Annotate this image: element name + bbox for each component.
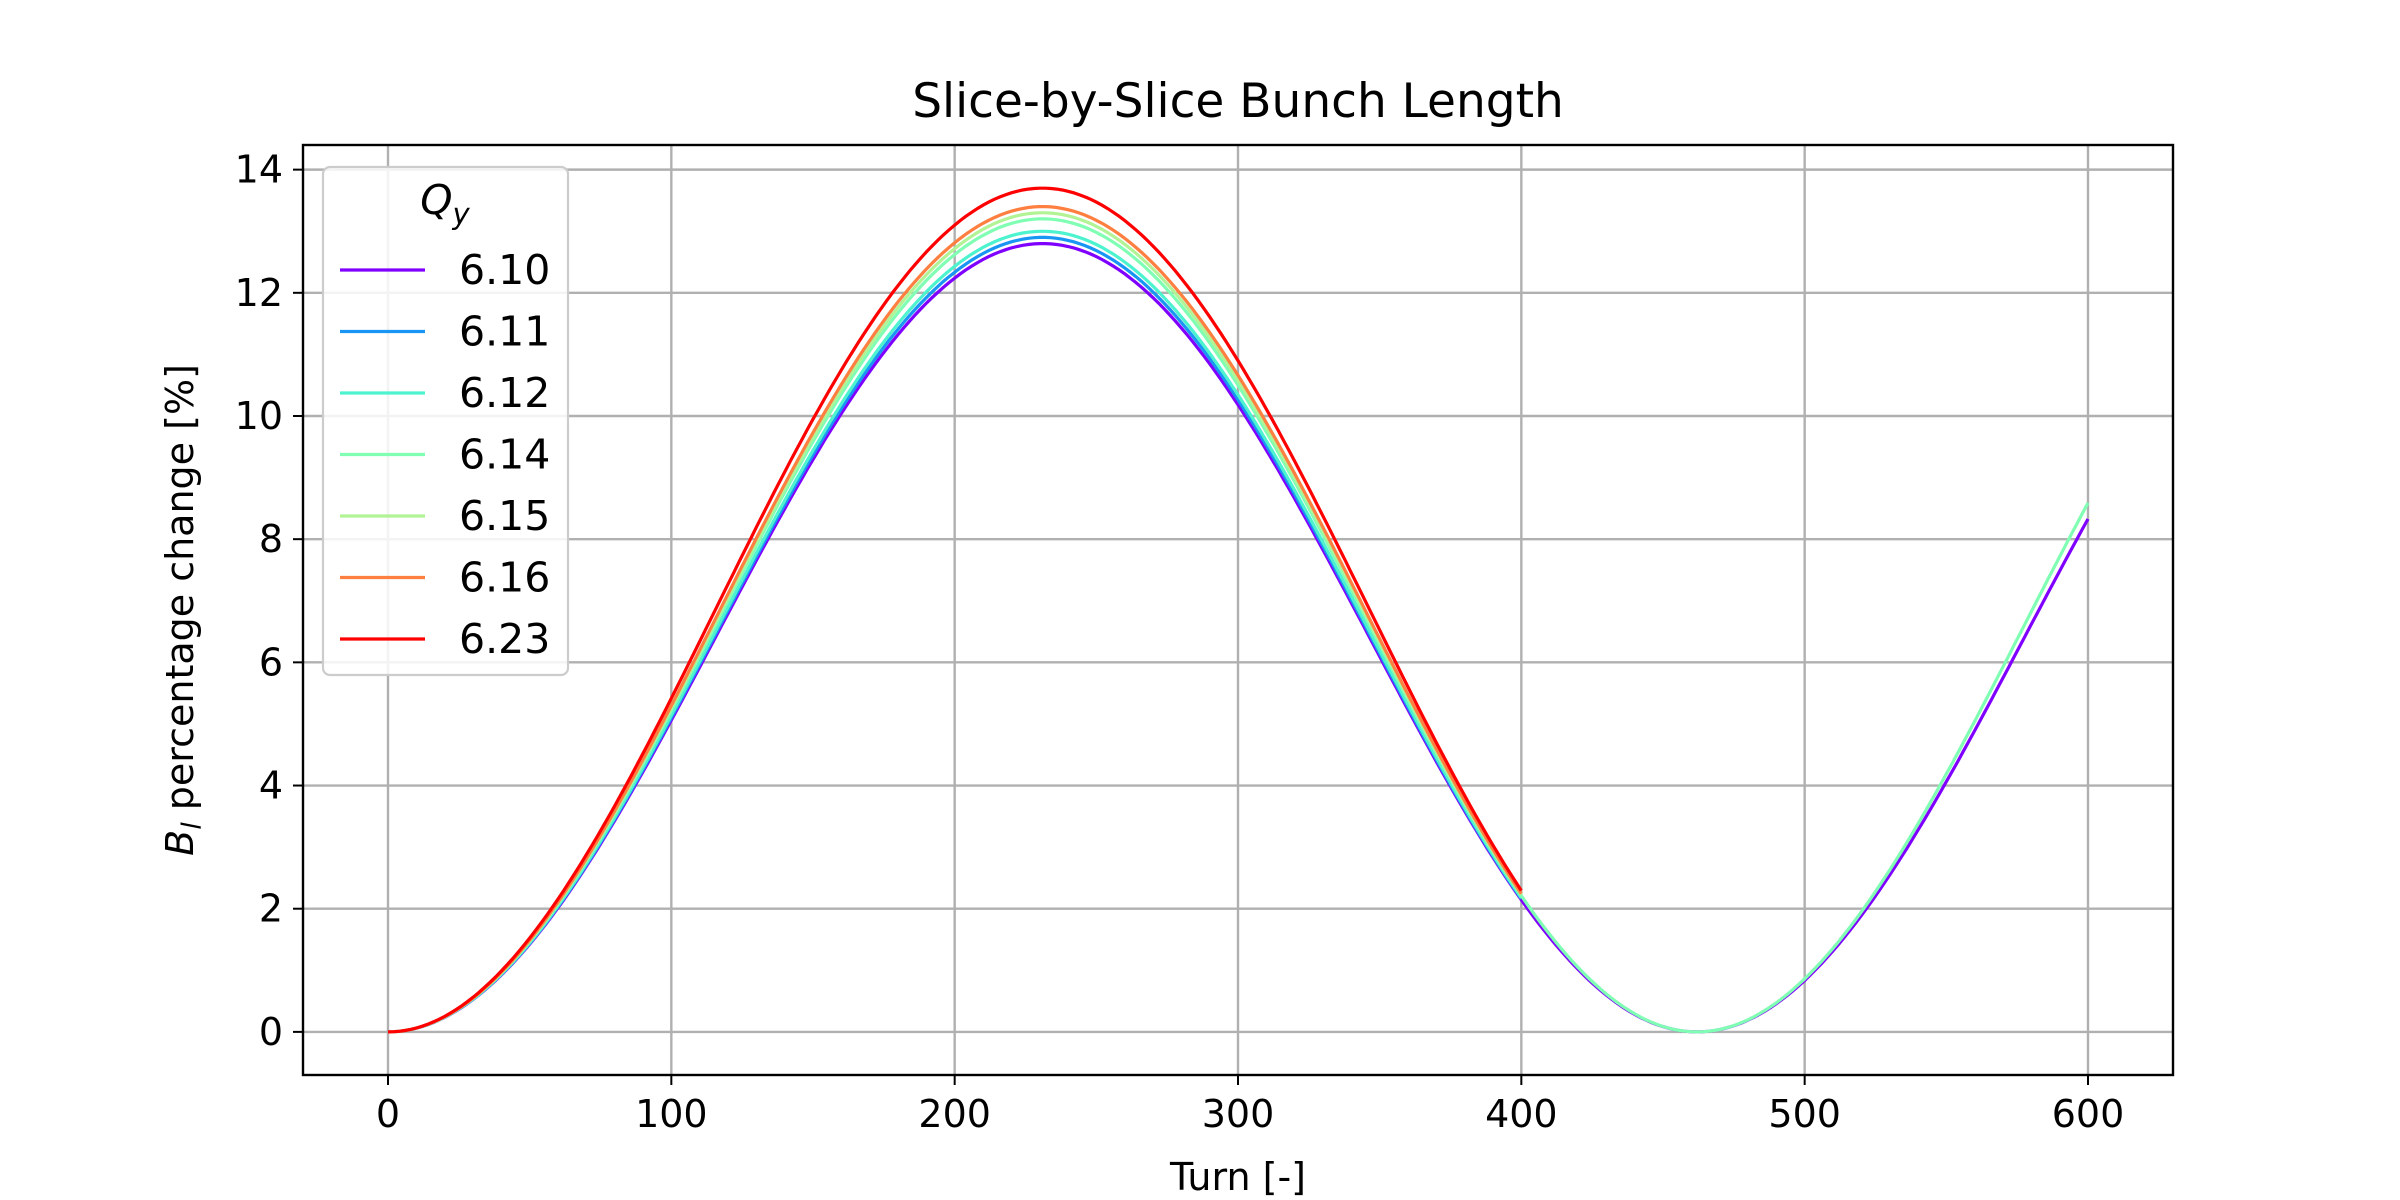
y-tick-label: 12 — [235, 271, 283, 315]
legend-label: 6.11 — [459, 308, 550, 356]
series-lines — [387, 186, 2090, 1034]
legend-label: 6.23 — [459, 615, 550, 663]
legend-label: 6.10 — [459, 246, 550, 294]
legend-label: 6.16 — [459, 554, 550, 602]
grid-lines — [303, 145, 2173, 1075]
legend-label: 6.12 — [459, 369, 550, 417]
y-tick-label: 8 — [259, 517, 283, 561]
legend: Qy 6.10 6.11 6.12 6.14 6.15 6.16 6.23 — [321, 165, 570, 677]
y-tick-label: 2 — [259, 887, 283, 931]
y-tick-label: 4 — [259, 764, 283, 808]
x-axis-label: Turn [-] — [1169, 1155, 1306, 1199]
x-tick-label: 300 — [1202, 1092, 1275, 1136]
y-tick-label: 0 — [259, 1010, 283, 1054]
x-tick-label: 100 — [635, 1092, 708, 1136]
legend-entries: 6.10 6.11 6.12 6.14 6.15 6.16 6.23 — [340, 246, 550, 663]
legend-box — [321, 165, 570, 677]
x-tick-label: 200 — [918, 1092, 991, 1136]
y-axis-label-main: B — [158, 830, 202, 856]
x-tick-label: 400 — [1485, 1092, 1558, 1136]
chart-title: Slice-by-Slice Bunch Length — [912, 74, 1564, 129]
y-axis-ticks: 0 2 4 6 8 10 12 14 — [235, 148, 303, 1054]
series-line-6.16 — [387, 205, 1523, 1034]
x-tick-label: 0 — [376, 1092, 400, 1136]
y-axis-label-sub: l — [177, 822, 208, 830]
y-axis-label-rest: percentage change [%] — [158, 364, 202, 822]
y-tick-label: 6 — [259, 640, 283, 684]
series-line-6.23 — [387, 186, 1523, 1034]
x-axis-ticks: 0 100 200 300 400 500 600 — [376, 1075, 2124, 1136]
x-tick-label: 600 — [2052, 1092, 2125, 1136]
y-tick-label: 14 — [235, 148, 283, 192]
legend-title-main: Q — [420, 176, 452, 224]
y-axis-label: Bl percentage change [%] — [158, 364, 208, 856]
legend-label: 6.14 — [459, 431, 550, 479]
y-tick-label: 10 — [235, 394, 283, 438]
x-tick-label: 500 — [1768, 1092, 1841, 1136]
legend-label: 6.15 — [459, 492, 550, 540]
legend-title-sub: y — [452, 197, 471, 231]
legend-title: Qy — [420, 176, 470, 231]
